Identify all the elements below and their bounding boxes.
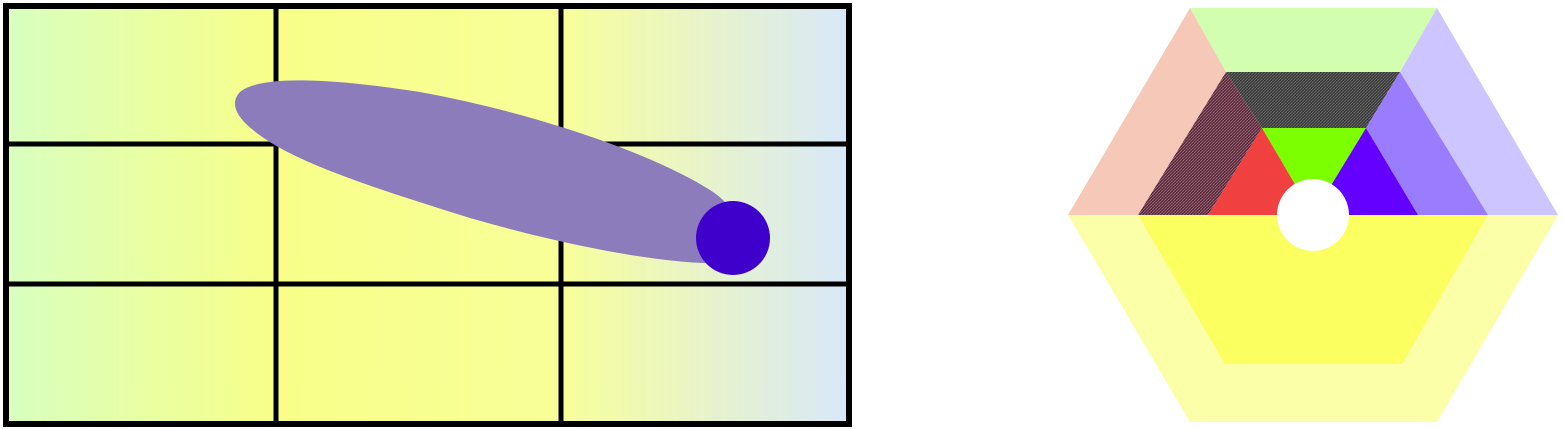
grid-border <box>3 3 852 427</box>
hex-outer-top-segment <box>1190 8 1437 72</box>
hex-outer-upper-right-segment <box>1400 8 1558 215</box>
hex-mid-upper-left-segment <box>1138 72 1262 215</box>
hexagon-diagram <box>1068 8 1558 422</box>
hex-mid-top-segment <box>1226 72 1400 128</box>
hex-center-circle <box>1277 179 1349 251</box>
elongated-ellipse-shape <box>234 80 743 264</box>
dot-marker <box>696 201 770 275</box>
hex-outer-upper-left-segment <box>1068 8 1226 215</box>
hex-inner-top-segment <box>1262 128 1366 215</box>
grid-diagram <box>3 3 852 427</box>
hex-mid-bottom-segment <box>1138 215 1488 364</box>
hex-mid-upper-right-segment <box>1366 72 1488 215</box>
